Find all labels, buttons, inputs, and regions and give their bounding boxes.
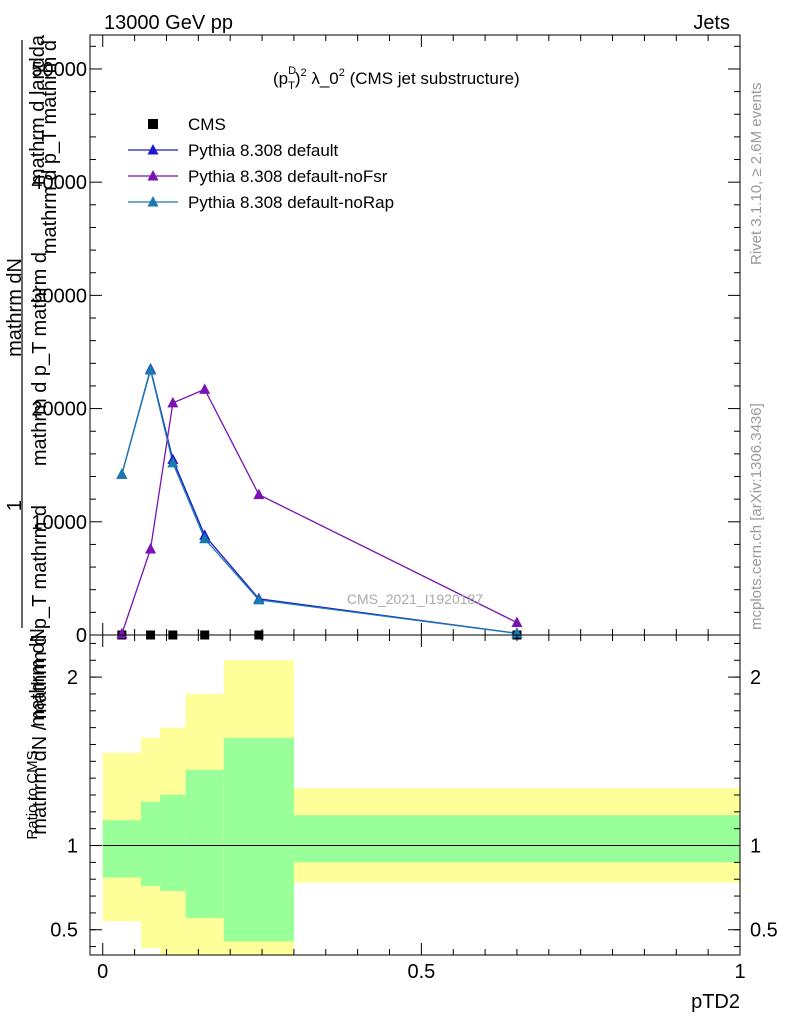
main-y-tick-label: 10000 [31,512,87,534]
side-label-rivet: Rivet 3.1.10, ≥ 2.6M events [748,83,765,266]
series-point-2 [116,627,128,639]
ratio-y-tick-label-right: 2 [750,667,761,689]
chart-title: (pD T)2 λ_02 (CMS jet substructure) [273,65,520,92]
ratio-bands [102,660,740,955]
main-series [121,366,518,635]
main-y-axis-label-line: mathrm dN [27,628,49,727]
ratio-green-band [185,769,224,918]
x-tick-label: 1 [734,961,745,983]
ratio-plot: 0.5 0.5 1 1 2 2 Ratio to CMS [24,634,778,956]
main-y-tick-label: 30000 [31,285,87,307]
legend-label: Pythia 8.308 default-noFsr [188,167,388,186]
header-left: 13000 GeV pp [104,12,233,34]
ratio-y-tick-labels: 0.5 0.5 1 1 2 2 [50,667,778,942]
ratio-y-axis-label: Ratio to CMS [24,750,41,839]
ratio-green-band [160,795,186,891]
main-y-tick-label: 0 [76,625,87,647]
series-point-3 [167,456,179,468]
legend-marker [147,196,159,207]
series-point-3 [116,468,128,479]
main-y-axis-label-line: mathrm d p_T mathrm d [29,252,51,466]
ratio-y-tick-label-right: 1 [750,836,761,858]
legend-marker [147,144,159,155]
header-right: Jets [693,12,730,34]
side-label-mcplots: mcplots.cern.ch [arXiv:1306.3436] [748,403,765,630]
series-point-2 [199,383,211,394]
ratio-green-band [140,801,161,886]
ratio-y-tick-label: 1 [67,836,78,858]
x-tick-labels: 0 0.5 1 [97,961,745,983]
series-point-2 [511,616,523,628]
legend: CMS Pythia 8.308 default Pythia 8.308 defa… [128,115,394,212]
series-point-2 [167,396,179,408]
main-y-tick-label: 40000 [31,172,87,194]
legend-marker-cms [148,119,158,129]
main-y-tick-label: 50000 [31,59,87,81]
series-line-2 [121,388,518,635]
legend-marker [147,170,159,181]
x-tick-label: 0.5 [407,961,435,983]
main-y-axis-label-line: mathrm dN / mathrm d p_T mathrm d [29,505,51,835]
ratio-plot-frame [89,634,741,956]
legend-label: CMS [188,115,226,134]
legend-label: Pythia 8.308 default [188,141,339,160]
ratio-green-band [223,737,294,942]
main-y-axis-label-line: mathrm d landda [27,34,49,185]
x-tick-label: 0 [97,961,108,983]
main-plot-background [90,35,740,635]
x-axis-label: pTD2 [691,991,740,1013]
main-plot: 0 10000 20000 30000 40000 50000 (pD T)2 λ_02 (… [31,34,741,647]
series-point-3 [253,593,265,605]
watermark: CMS_2021_I1920187 [347,591,483,607]
ratio-green-band [293,815,740,863]
ratio-green-band [102,820,141,878]
series-line-3 [121,369,518,635]
main-y-tick-labels: 0 10000 20000 30000 40000 50000 [31,59,87,647]
series-point-3 [145,364,157,375]
ratio-y-tick-label: 0.5 [50,920,78,942]
series-point-2 [145,542,157,554]
ratio-y-tick-label: 2 [67,667,78,689]
main-y-axis-label-line: 1 [4,500,26,511]
legend-label: Pythia 8.308 default-noRap [188,193,394,212]
main-y-tick-label: 20000 [31,399,87,421]
main-y-axis-label-line: mathrm d p_T mathrm d [39,40,61,254]
ratio-y-tick-label-right: 0.5 [750,920,778,942]
series-point-2 [253,488,265,500]
series-point-3 [199,532,211,544]
main-y-axis-label-line: mathrm dN [4,258,26,357]
